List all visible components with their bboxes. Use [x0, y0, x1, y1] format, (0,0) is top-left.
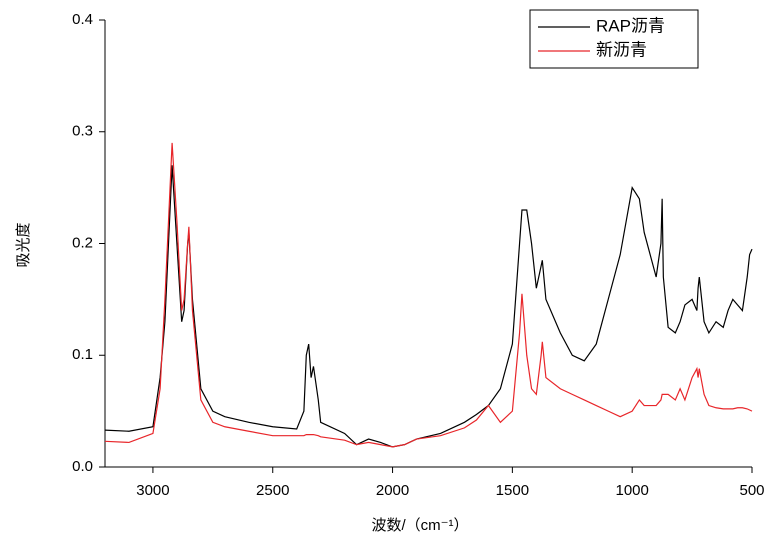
y-tick-label: 0.4 — [72, 11, 93, 28]
data-line — [104, 142, 753, 448]
axis-frame — [104, 20, 752, 468]
data-line — [104, 165, 753, 448]
x-tick-label: 500 — [739, 482, 764, 499]
y-tick-label: 0.0 — [72, 458, 93, 475]
x-tick-label: 3000 — [136, 482, 169, 499]
x-tick-label: 1500 — [496, 482, 529, 499]
legend-label: RAP沥青 — [596, 16, 665, 35]
y-tick-label: 0.2 — [72, 234, 93, 251]
x-tick-label: 2500 — [256, 482, 289, 499]
y-tick-label: 0.3 — [72, 123, 93, 140]
legend-box — [529, 9, 699, 69]
x-tick-label: 1000 — [615, 482, 648, 499]
x-axis-label: 波数/（cm⁻¹） — [371, 517, 468, 534]
y-axis-label: 吸光度 — [15, 222, 32, 267]
x-tick-label: 2000 — [376, 482, 409, 499]
y-tick-label: 0.1 — [72, 346, 93, 363]
legend-label: 新沥青 — [596, 40, 647, 59]
